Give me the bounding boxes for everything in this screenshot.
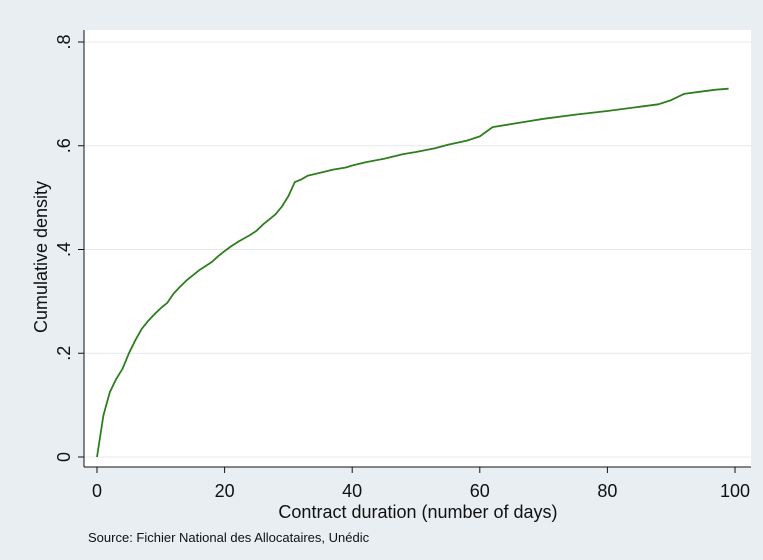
x-tick-label: 40	[342, 481, 362, 501]
x-tick-label: 100	[720, 481, 750, 501]
x-tick-label: 20	[215, 481, 235, 501]
axes: 0 .2 .4 .6 .8 0 20 40 60 80 100	[54, 30, 751, 501]
y-tick-label: .4	[54, 242, 74, 257]
y-axis-title: Cumulative density	[31, 181, 51, 333]
y-tick-label: .2	[54, 346, 74, 361]
x-tick-label: 60	[470, 481, 490, 501]
x-tick-label: 0	[92, 481, 102, 501]
source-note: Source: Fichier National des Allocataire…	[88, 530, 370, 545]
x-axis-title: Contract duration (number of days)	[278, 502, 557, 522]
y-tick-label: .8	[54, 34, 74, 49]
grid	[84, 41, 751, 458]
y-tick-label: 0	[54, 452, 74, 462]
series-line	[96, 87, 729, 458]
y-tick-label: .6	[54, 138, 74, 153]
series	[96, 87, 729, 458]
plot-area	[84, 30, 751, 467]
x-tick-label: 80	[597, 481, 617, 501]
